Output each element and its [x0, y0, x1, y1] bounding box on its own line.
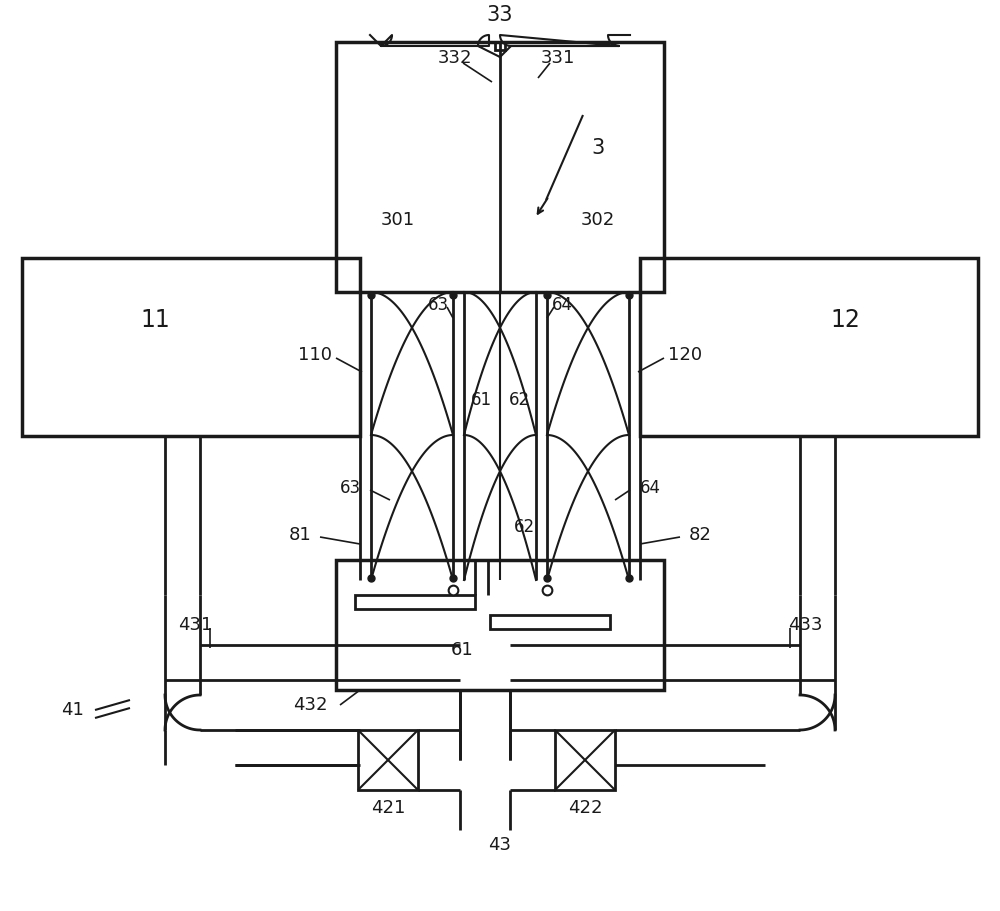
Text: 422: 422 — [568, 799, 602, 817]
Text: 431: 431 — [178, 616, 212, 634]
Bar — [336, 560, 664, 690]
Text: 62: 62 — [513, 518, 535, 536]
Text: 63: 63 — [339, 479, 361, 497]
Bar — [355, 595, 475, 609]
Text: 332: 332 — [438, 49, 472, 67]
Bar — [640, 258, 978, 436]
Text: 421: 421 — [371, 799, 405, 817]
Bar — [358, 730, 418, 790]
Text: 433: 433 — [788, 616, 822, 634]
Text: 110: 110 — [298, 346, 332, 364]
Bar — [555, 730, 615, 790]
Text: 432: 432 — [293, 696, 327, 714]
Text: 3: 3 — [591, 138, 605, 158]
Text: 33: 33 — [487, 5, 513, 25]
Text: 43: 43 — [488, 836, 512, 854]
Text: 301: 301 — [381, 211, 415, 229]
Bar — [22, 258, 360, 436]
Text: 61: 61 — [451, 641, 473, 659]
Bar — [336, 42, 664, 292]
Text: 82: 82 — [689, 526, 711, 544]
Text: 11: 11 — [140, 308, 170, 332]
Text: 64: 64 — [640, 479, 660, 497]
Text: 120: 120 — [668, 346, 702, 364]
Text: 12: 12 — [830, 308, 860, 332]
Text: 81: 81 — [289, 526, 311, 544]
Bar — [495, 42, 505, 50]
Text: 61: 61 — [470, 391, 492, 409]
Text: 41: 41 — [62, 701, 84, 719]
Text: 64: 64 — [552, 296, 572, 314]
Text: 302: 302 — [581, 211, 615, 229]
Bar — [490, 615, 610, 629]
Text: 331: 331 — [541, 49, 575, 67]
Text: 62: 62 — [508, 391, 530, 409]
Text: 63: 63 — [427, 296, 449, 314]
